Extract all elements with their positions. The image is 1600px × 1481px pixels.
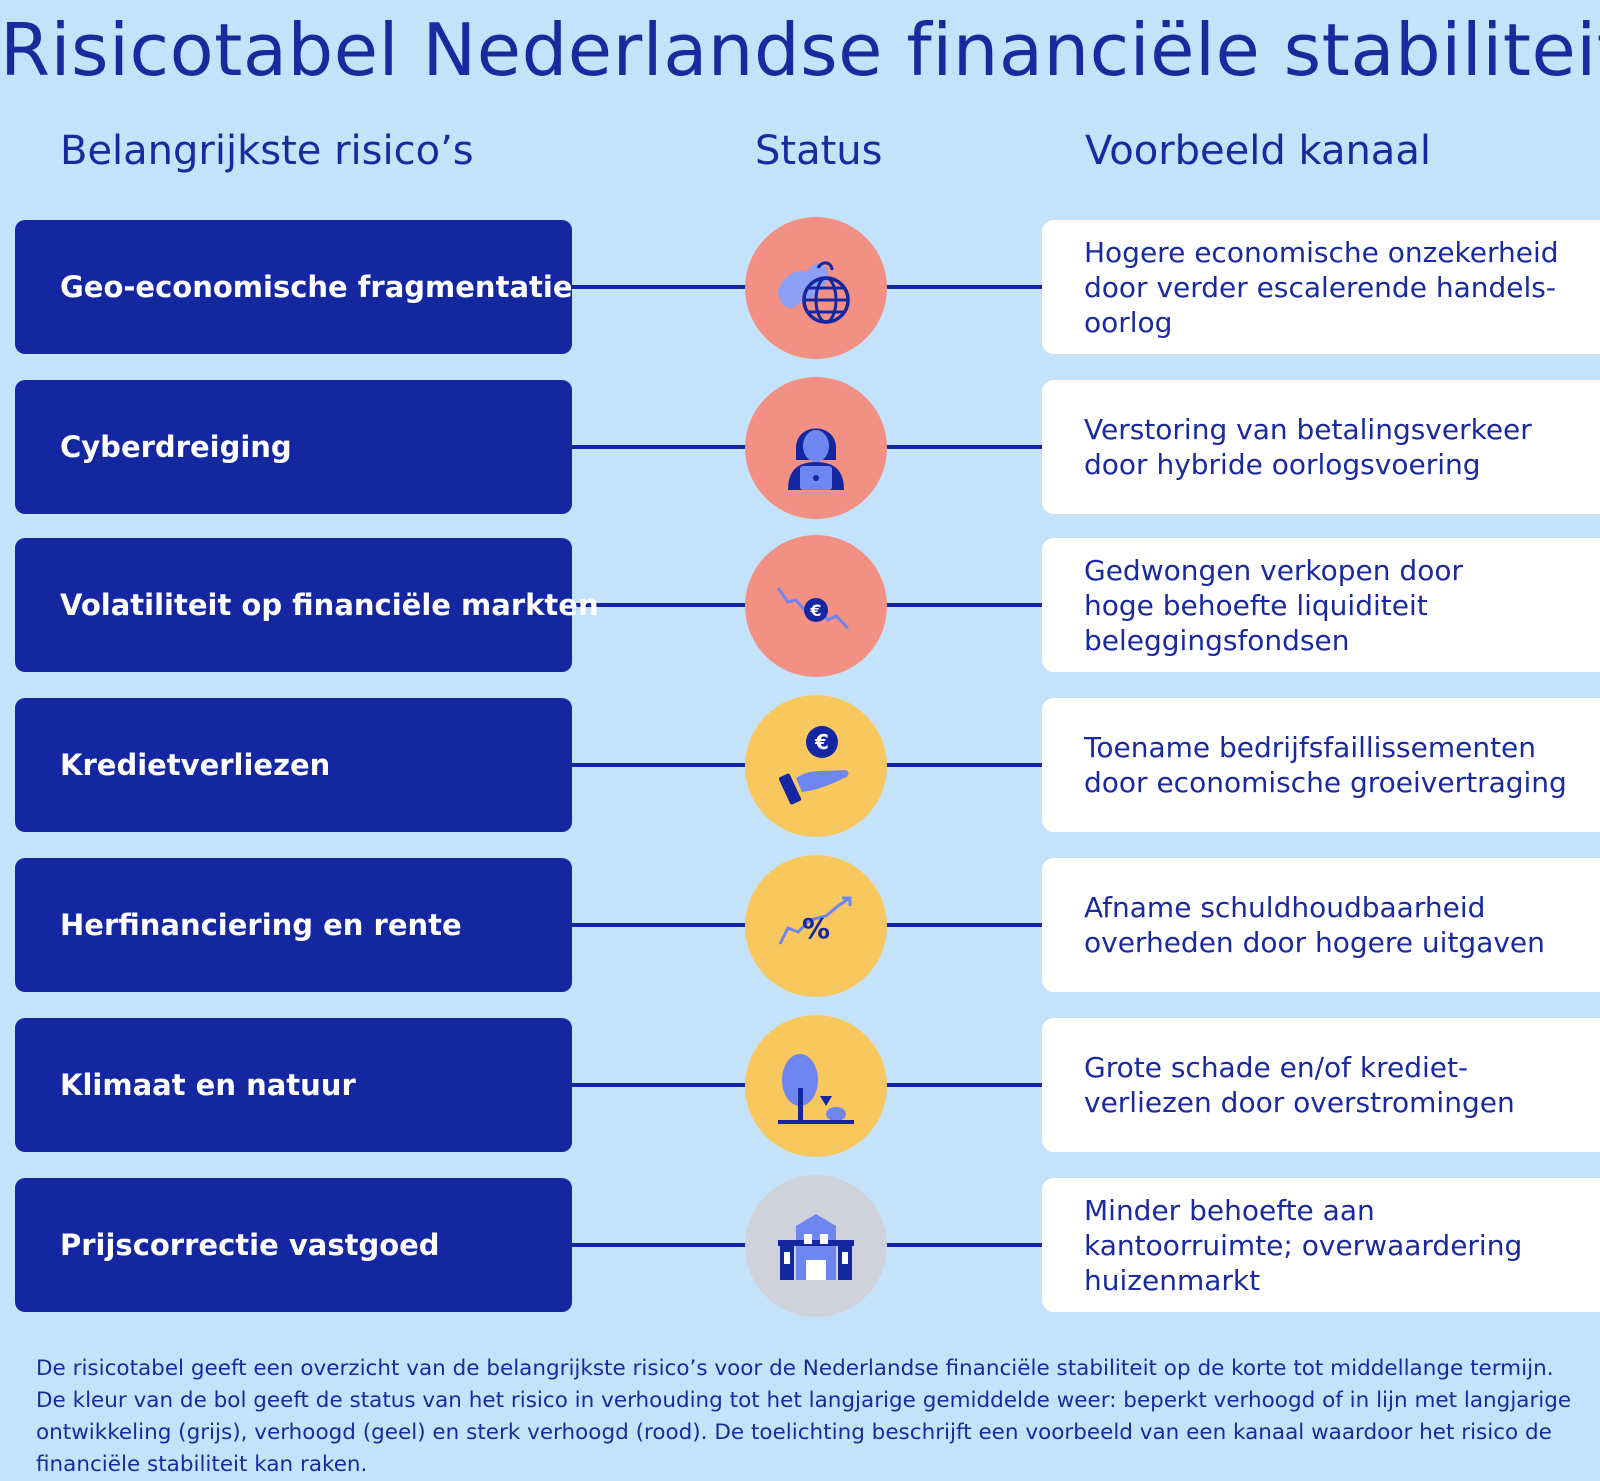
euro-decline-icon: € <box>776 587 850 630</box>
tree-nature-icon <box>778 1054 854 1124</box>
risk-label: Klimaat en natuur <box>60 1068 356 1102</box>
channel-box: Toename bedrijfsfaillissementen door eco… <box>1042 698 1600 832</box>
status-ball-red <box>745 377 887 519</box>
channel-text: Minder behoefte aan kantoorruimte; overw… <box>1084 1193 1523 1297</box>
risk-label: Kredietverliezen <box>60 748 331 782</box>
channel-text: Afname schuldhoudbaarheid overheden door… <box>1084 891 1545 959</box>
channel-text: Toename bedrijfsfaillissementen door eco… <box>1084 731 1567 799</box>
status-ball-red: € <box>745 535 887 677</box>
risk-label: Prijscorrectie vastgoed <box>60 1228 440 1262</box>
svg-text:%: % <box>802 912 830 945</box>
footnote: De risicotabel geeft een overzicht van d… <box>36 1356 1572 1477</box>
risk-box: Klimaat en natuur <box>15 1018 572 1152</box>
risk-row-climate: Klimaat en natuur Grote schade en/of kre… <box>0 1015 1600 1157</box>
hacker-icon <box>788 428 844 490</box>
hand-euro-icon: € <box>778 726 849 805</box>
svg-text:€: € <box>814 730 829 754</box>
status-ball-yellow: % <box>745 855 887 997</box>
risk-label: Herfinanciering en rente <box>60 908 462 942</box>
status-ball-yellow: € <box>745 695 887 837</box>
risk-box: Geo-economische fragmentatie <box>15 220 572 354</box>
risk-row-volatility: Volatiliteit op financiële markten € Ged… <box>0 535 1600 677</box>
building-icon <box>778 1214 854 1280</box>
risk-row-credit-losses: Kredietverliezen € Toename bedrijfsfaill… <box>0 695 1600 837</box>
status-ball-grey <box>745 1175 887 1317</box>
risk-row-geo-economic: Geo-economische fragmentatie Hogere econ… <box>0 217 1600 359</box>
status-ball-yellow <box>745 1015 887 1157</box>
channel-text: Verstoring van betalingsverkeer door hyb… <box>1084 413 1532 481</box>
risk-label: Geo-economische fragmentatie <box>60 270 573 304</box>
status-ball-red <box>745 217 887 359</box>
risk-box: Kredietverliezen <box>15 698 572 832</box>
column-header-status: Status <box>755 128 883 174</box>
svg-text:€: € <box>809 601 821 620</box>
risk-row-cyber: Cyberdreiging Verstoring van betalingsve… <box>0 377 1600 519</box>
globe-icon <box>778 261 850 324</box>
channel-box: Gedwongen verkopen door hoge behoefte li… <box>1042 538 1600 672</box>
risk-box: Volatiliteit op financiële markten <box>15 538 599 672</box>
column-header-channel: Voorbeeld kanaal <box>1085 128 1431 174</box>
channel-box: Verstoring van betalingsverkeer door hyb… <box>1042 380 1600 514</box>
risk-row-refinancing: Herfinanciering en rente % Afname schuld… <box>0 855 1600 997</box>
column-header-risks: Belangrijkste risico’s <box>60 128 474 174</box>
risk-box: Herfinanciering en rente <box>15 858 572 992</box>
risk-box: Prijscorrectie vastgoed <box>15 1178 572 1312</box>
channel-box: Afname schuldhoudbaarheid overheden door… <box>1042 858 1600 992</box>
risk-label: Cyberdreiging <box>60 430 292 464</box>
channel-box: Grote schade en/of krediet- verliezen do… <box>1042 1018 1600 1152</box>
risk-label: Volatiliteit op financiële markten <box>60 588 599 622</box>
percent-trend-icon: % <box>778 896 852 945</box>
risk-box: Cyberdreiging <box>15 380 572 514</box>
channel-text: Grote schade en/of krediet- verliezen do… <box>1084 1051 1515 1119</box>
page-title: Risicotabel Nederlandse financiële stabi… <box>0 8 1600 92</box>
channel-box: Minder behoefte aan kantoorruimte; overw… <box>1042 1178 1600 1312</box>
channel-box: Hogere economische onzekerheid door verd… <box>1042 220 1600 354</box>
channel-text: Gedwongen verkopen door hoge behoefte li… <box>1084 553 1463 657</box>
risk-row-real-estate: Prijscorrectie vastgoed Minder behoefte … <box>0 1175 1600 1317</box>
channel-text: Hogere economische onzekerheid door verd… <box>1084 235 1559 339</box>
